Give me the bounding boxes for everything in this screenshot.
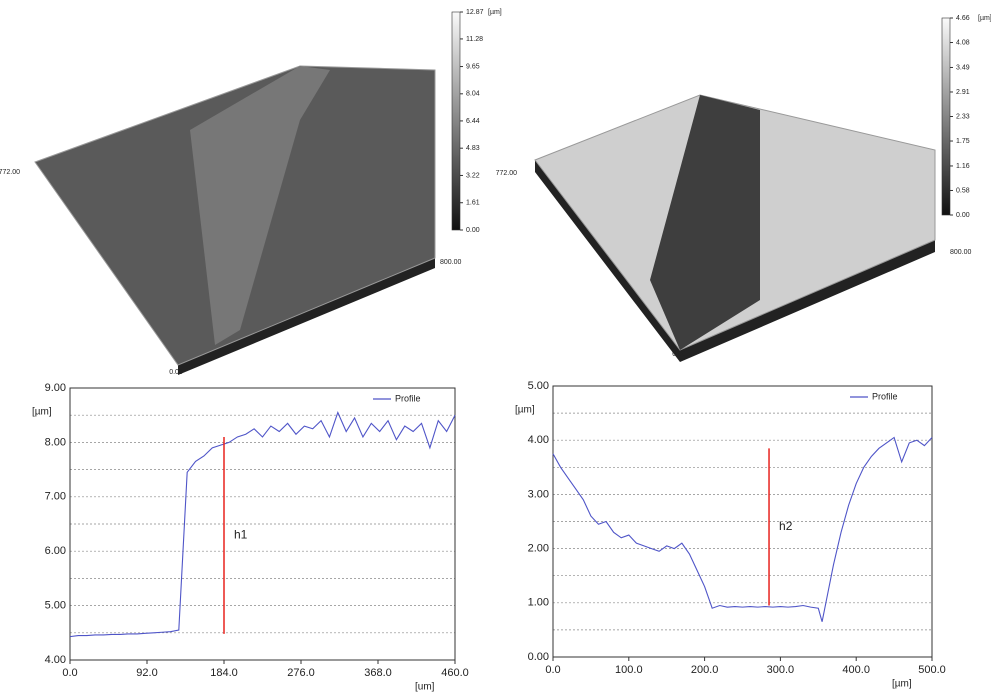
colorbar <box>451 11 461 231</box>
axis-label-origin: 0.00 <box>672 351 686 358</box>
colorbar-tick-label: 3.22 <box>466 172 480 179</box>
y-tick-label: 1.00 <box>528 597 549 609</box>
colorbar-unit: [µm] <box>978 15 991 22</box>
y-tick-label: 7.00 <box>45 491 66 503</box>
x-tick-label: 200.0 <box>691 664 719 676</box>
marker-label: h2 <box>779 519 793 533</box>
colorbar-tick-label: 6.44 <box>466 118 480 125</box>
y-tick-label: 3.00 <box>528 488 549 500</box>
y-tick-label: 5.00 <box>45 600 66 612</box>
x-tick-label: 0.0 <box>62 667 77 679</box>
surface-side <box>178 258 435 375</box>
colorbar-tick-label: 3.49 <box>956 64 970 71</box>
surface-band <box>190 66 330 345</box>
x-tick-label: 0.0 <box>545 664 560 676</box>
colorbar-tick-label: 12.87 <box>466 9 484 16</box>
legend-label: Profile <box>872 391 898 401</box>
x-tick-label: 368.0 <box>364 667 392 679</box>
axis-label-y: 772.00 <box>0 169 20 176</box>
colorbar-tick-label: 9.65 <box>466 63 480 70</box>
colorbar-tick-label: 0.00 <box>956 212 970 219</box>
y-tick-label: 4.00 <box>528 434 549 446</box>
x-axis-label: [µm] <box>892 679 912 690</box>
x-tick-label: 276.0 <box>287 667 315 679</box>
y-tick-label: 5.00 <box>528 380 549 392</box>
x-tick-label: 460.0 <box>441 667 469 679</box>
y-tick-label: 8.00 <box>45 436 66 448</box>
colorbar-tick-label: 2.33 <box>956 113 970 120</box>
marker-label: h1 <box>234 528 248 542</box>
y-tick-label: 4.00 <box>45 654 66 666</box>
colorbar-tick-label: 4.08 <box>956 39 970 46</box>
y-tick-label: 0.00 <box>528 651 549 663</box>
profile-line <box>552 436 933 622</box>
axis-label-origin: 0.00 <box>169 369 183 376</box>
y-tick-label: 6.00 <box>45 545 66 557</box>
colorbar-tick-label: 1.75 <box>956 138 970 145</box>
y-tick-label: 9.00 <box>45 382 66 394</box>
colorbar-unit: [µm] <box>488 9 502 16</box>
plot-frame <box>69 387 456 661</box>
x-tick-label: 100.0 <box>615 664 643 676</box>
colorbar-tick-label: 1.16 <box>956 163 970 170</box>
y-axis-label: [µm] <box>32 407 52 418</box>
colorbar-tick-label: 11.28 <box>466 36 483 43</box>
x-tick-label: 92.0 <box>136 667 157 679</box>
axis-label-y: 772.00 <box>496 170 518 177</box>
x-tick-label: 500.0 <box>918 664 946 676</box>
axis-label-x: 800.00 <box>440 259 462 266</box>
profile-line <box>69 410 456 638</box>
colorbar-tick-label: 2.91 <box>956 89 970 96</box>
colorbar-tick-label: 4.66 <box>956 15 970 22</box>
axis-label-x: 800.00 <box>950 249 972 256</box>
x-tick-label: 300.0 <box>767 664 795 676</box>
x-tick-label: 184.0 <box>210 667 238 679</box>
colorbar-tick-label: 4.83 <box>466 145 480 152</box>
colorbar-tick-label: 0.58 <box>956 187 970 194</box>
plot-frame <box>552 385 933 658</box>
colorbar-tick-label: 0.00 <box>466 227 480 234</box>
colorbar-tick-label: 8.04 <box>466 91 480 98</box>
x-tick-label: 400.0 <box>842 664 870 676</box>
colorbar <box>941 17 951 216</box>
y-tick-label: 2.00 <box>528 543 549 555</box>
legend-label: Profile <box>395 393 421 403</box>
x-axis-label: [um] <box>415 682 435 692</box>
surface-band <box>650 95 760 350</box>
colorbar-tick-label: 1.61 <box>466 200 480 207</box>
y-axis-label: [µm] <box>515 405 535 416</box>
